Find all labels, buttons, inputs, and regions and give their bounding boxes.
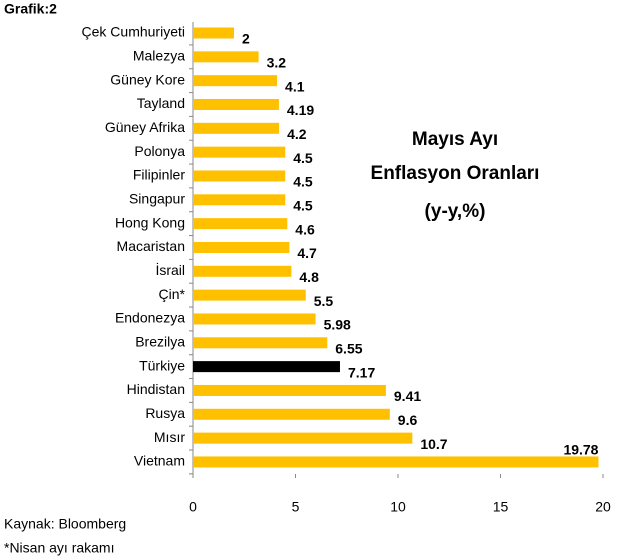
y-tick-label: Çin* <box>159 286 186 302</box>
bar <box>193 146 286 158</box>
value-label: 9.41 <box>394 388 421 404</box>
bar <box>193 408 390 420</box>
value-label: 9.6 <box>398 412 418 428</box>
value-label: 4.1 <box>285 78 305 94</box>
y-tick-label: İsrail <box>155 261 185 278</box>
y-tick-label: Brezilya <box>135 333 185 349</box>
value-label: 4.5 <box>293 174 313 190</box>
chart-title: (y-y,%) <box>425 201 486 222</box>
chart-title: Mayıs Ayı <box>412 129 498 150</box>
bar <box>193 289 306 301</box>
y-tick-label: Malezya <box>133 48 185 64</box>
bar <box>193 337 328 349</box>
value-label: 4.6 <box>295 221 315 237</box>
y-tick-label: Güney Afrika <box>105 119 185 135</box>
y-tick-label: Güney Kore <box>110 71 185 87</box>
y-tick-label: Polonya <box>134 143 185 159</box>
bar <box>193 456 599 468</box>
y-tick-label: Mısır <box>154 429 185 445</box>
value-label: 19.78 <box>563 442 598 458</box>
y-tick-label: Türkiye <box>139 357 185 373</box>
x-tick-label: 0 <box>189 499 197 515</box>
value-label: 10.7 <box>420 436 447 452</box>
value-label: 5.5 <box>314 293 334 309</box>
bar <box>193 384 386 396</box>
y-tick-label: Hindistan <box>127 381 185 397</box>
y-tick-label: Filipinler <box>133 167 185 183</box>
bar <box>193 98 279 110</box>
x-tick-label: 10 <box>390 499 406 515</box>
bar <box>193 265 292 277</box>
value-label: 4.2 <box>287 126 307 142</box>
source: Kaynak: Bloomberg <box>4 516 126 532</box>
value-label: 4.19 <box>287 102 314 118</box>
value-label: 7.17 <box>348 364 375 380</box>
bar <box>193 51 259 63</box>
value-label: 3.2 <box>267 55 287 71</box>
value-label: 2 <box>242 31 250 47</box>
bar <box>193 241 290 253</box>
bar <box>193 361 340 373</box>
y-tick-label: Tayland <box>137 95 185 111</box>
y-tick-label: Singapur <box>129 191 185 207</box>
note: *Nisan ayı rakamı <box>4 540 114 556</box>
value-label: 6.55 <box>335 340 362 356</box>
value-label: 4.8 <box>299 269 319 285</box>
y-tick-label: Macaristan <box>117 238 185 254</box>
chart-label: Grafik:2 <box>4 1 57 17</box>
x-tick-label: 15 <box>493 499 509 515</box>
bar <box>193 75 278 87</box>
value-label: 4.5 <box>293 198 313 214</box>
value-label: 4.5 <box>293 150 313 166</box>
bar <box>193 27 234 39</box>
y-tick-label: Vietnam <box>134 453 185 469</box>
value-label: 5.98 <box>324 317 351 333</box>
y-tick-label: Endonezya <box>115 310 185 326</box>
y-tick-label: Çek Cumhuriyeti <box>82 24 185 40</box>
chart-title: Enflasyon Oranları <box>371 163 540 184</box>
bar <box>193 194 286 206</box>
value-label: 4.7 <box>297 245 317 261</box>
bar <box>193 432 413 444</box>
y-tick-label: Hong Kong <box>115 214 185 230</box>
bar <box>193 218 288 230</box>
bar <box>193 170 286 182</box>
x-tick-label: 20 <box>595 499 611 515</box>
x-tick-label: 5 <box>292 499 300 515</box>
bar <box>193 313 316 325</box>
y-tick-label: Rusya <box>145 405 185 421</box>
bar <box>193 122 280 134</box>
